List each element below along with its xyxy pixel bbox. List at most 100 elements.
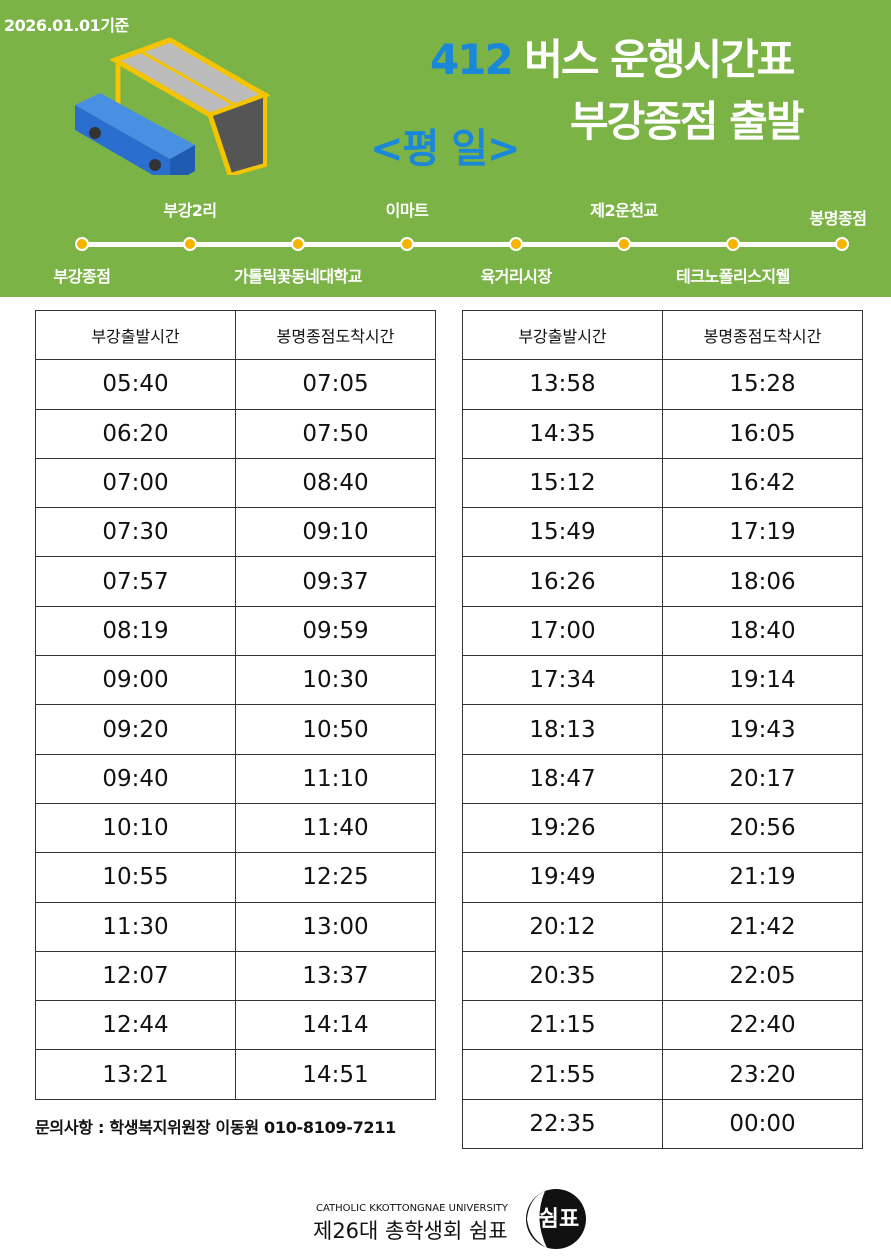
table-row: 18:47 20:17 <box>462 753 863 804</box>
table-row: 08:19 09:59 <box>35 605 436 657</box>
arrival-time: 22:05 <box>662 950 863 1002</box>
departure-time: 11:30 <box>35 901 236 952</box>
departure-time: 05:40 <box>35 359 236 410</box>
table-row: 20:12 21:42 <box>462 901 863 952</box>
table-row: 13:58 15:28 <box>462 359 863 410</box>
route-line <box>82 242 842 247</box>
stop-label: 제2운천교 <box>590 201 658 220</box>
header-banner: 2026.01.01기준 412 버스 운행시간표 부강종점 출발 <평 일> … <box>0 0 891 297</box>
council-logo: 쉼표 <box>526 1189 586 1249</box>
table-row: 17:00 18:40 <box>462 605 863 657</box>
arrival-time: 10:50 <box>235 704 436 755</box>
table-row: 05:40 07:05 <box>35 359 436 410</box>
timetable-left: 부강출발시간 봉명종점도착시간 05:40 07:05 06:20 07:50 07:00 0… <box>35 309 436 1100</box>
arrival-time: 13:37 <box>235 950 436 1002</box>
table-row: 10:10 11:40 <box>35 802 436 854</box>
arrival-time: 16:42 <box>662 457 863 509</box>
effective-date: 2026.01.01기준 <box>4 16 129 35</box>
table-header-row: 부강출발시간 봉명종점도착시간 <box>35 309 436 361</box>
university-name: CATHOLIC KKOTTONGNAE UNIVERSITY <box>316 1203 508 1214</box>
arrival-time: 18:40 <box>662 605 863 657</box>
departure-time: 15:12 <box>462 457 663 509</box>
departure-time: 09:40 <box>35 753 236 804</box>
departure-time: 09:20 <box>35 704 236 755</box>
table-row: 07:00 08:40 <box>35 457 436 509</box>
table-row: 07:57 09:37 <box>35 556 436 607</box>
column-header: 봉명종점도착시간 <box>662 309 863 361</box>
svg-text:쉼표: 쉼표 <box>539 1207 579 1232</box>
arrival-time: 17:19 <box>662 507 863 558</box>
stop-dot <box>400 237 414 251</box>
table-row: 19:49 21:19 <box>462 852 863 903</box>
stop-label: 가톨릭꽃동네대학교 <box>234 267 362 286</box>
departure-time: 10:10 <box>35 802 236 854</box>
stop-label: 테크노폴리스지웰 <box>676 267 790 286</box>
contact-info: 문의사항 : 학생복지위원장 이동원 010-8109-7211 <box>35 1118 396 1137</box>
arrival-time: 14:51 <box>235 1049 436 1100</box>
table-header-row: 부강출발시간 봉명종점도착시간 <box>462 309 863 361</box>
table-row: 12:07 13:37 <box>35 950 436 1002</box>
departure-time: 08:19 <box>35 605 236 657</box>
departure-time: 14:35 <box>462 408 663 459</box>
table-row: 17:34 19:14 <box>462 655 863 706</box>
arrival-time: 11:10 <box>235 753 436 804</box>
stop-dot <box>291 237 305 251</box>
column-header: 봉명종점도착시간 <box>235 309 436 361</box>
arrival-time: 19:14 <box>662 655 863 706</box>
departure-time: 09:00 <box>35 655 236 706</box>
departure-time: 19:26 <box>462 802 663 854</box>
arrival-time: 09:59 <box>235 605 436 657</box>
table-row: 20:35 22:05 <box>462 950 863 1002</box>
bus-stop-illustration <box>75 37 270 175</box>
stop-label: 부강2리 <box>163 201 217 220</box>
table-row: 11:30 13:00 <box>35 901 436 952</box>
table-row: 21:15 22:40 <box>462 1000 863 1051</box>
table-row: 09:20 10:50 <box>35 704 436 755</box>
departure-time: 19:49 <box>462 852 663 903</box>
arrival-time: 07:05 <box>235 359 436 410</box>
route-number: 412 <box>430 35 514 84</box>
departure-time: 22:35 <box>462 1098 663 1150</box>
stop-label: 이마트 <box>385 201 429 220</box>
stop-dot <box>726 237 740 251</box>
departure-time: 07:30 <box>35 507 236 558</box>
table-row: 13:21 14:51 <box>35 1049 436 1100</box>
departure-time: 07:57 <box>35 556 236 607</box>
table-row: 22:35 00:00 <box>462 1098 863 1150</box>
departure-time: 13:21 <box>35 1049 236 1100</box>
table-row: 21:55 23:20 <box>462 1049 863 1100</box>
departure-time: 16:26 <box>462 556 663 607</box>
stop-dot <box>183 237 197 251</box>
stop-label: 봉명종점 <box>809 209 867 228</box>
arrival-time: 21:19 <box>662 852 863 903</box>
timetable-right: 부강출발시간 봉명종점도착시간 13:58 15:28 14:35 16:05 15:12 1… <box>462 309 863 1150</box>
table-row: 14:35 16:05 <box>462 408 863 459</box>
arrival-time: 09:37 <box>235 556 436 607</box>
arrival-time: 19:43 <box>662 704 863 755</box>
departure-time: 12:44 <box>35 1000 236 1051</box>
arrival-time: 14:14 <box>235 1000 436 1051</box>
departure-time: 18:47 <box>462 753 663 804</box>
council-name: 제26대 총학생회 쉼표 <box>313 1219 508 1243</box>
table-row: 07:30 09:10 <box>35 507 436 558</box>
departure-time: 20:12 <box>462 901 663 952</box>
table-row: 18:13 19:43 <box>462 704 863 755</box>
arrival-time: 23:20 <box>662 1049 863 1100</box>
table-row: 09:40 11:10 <box>35 753 436 804</box>
stop-dot <box>75 237 89 251</box>
table-row: 15:49 17:19 <box>462 507 863 558</box>
departure-time: 06:20 <box>35 408 236 459</box>
stop-label: 부강종점 <box>53 267 111 286</box>
day-type: <평 일> <box>370 126 521 172</box>
departure-time: 15:49 <box>462 507 663 558</box>
stop-label: 육거리시장 <box>480 267 552 286</box>
arrival-time: 20:56 <box>662 802 863 854</box>
subtitle: 부강종점 출발 <box>570 97 804 146</box>
table-row: 16:26 18:06 <box>462 556 863 607</box>
table-row: 19:26 20:56 <box>462 802 863 854</box>
departure-time: 21:15 <box>462 1000 663 1051</box>
arrival-time: 21:42 <box>662 901 863 952</box>
departure-time: 21:55 <box>462 1049 663 1100</box>
column-header: 부강출발시간 <box>462 309 663 361</box>
table-row: 06:20 07:50 <box>35 408 436 459</box>
